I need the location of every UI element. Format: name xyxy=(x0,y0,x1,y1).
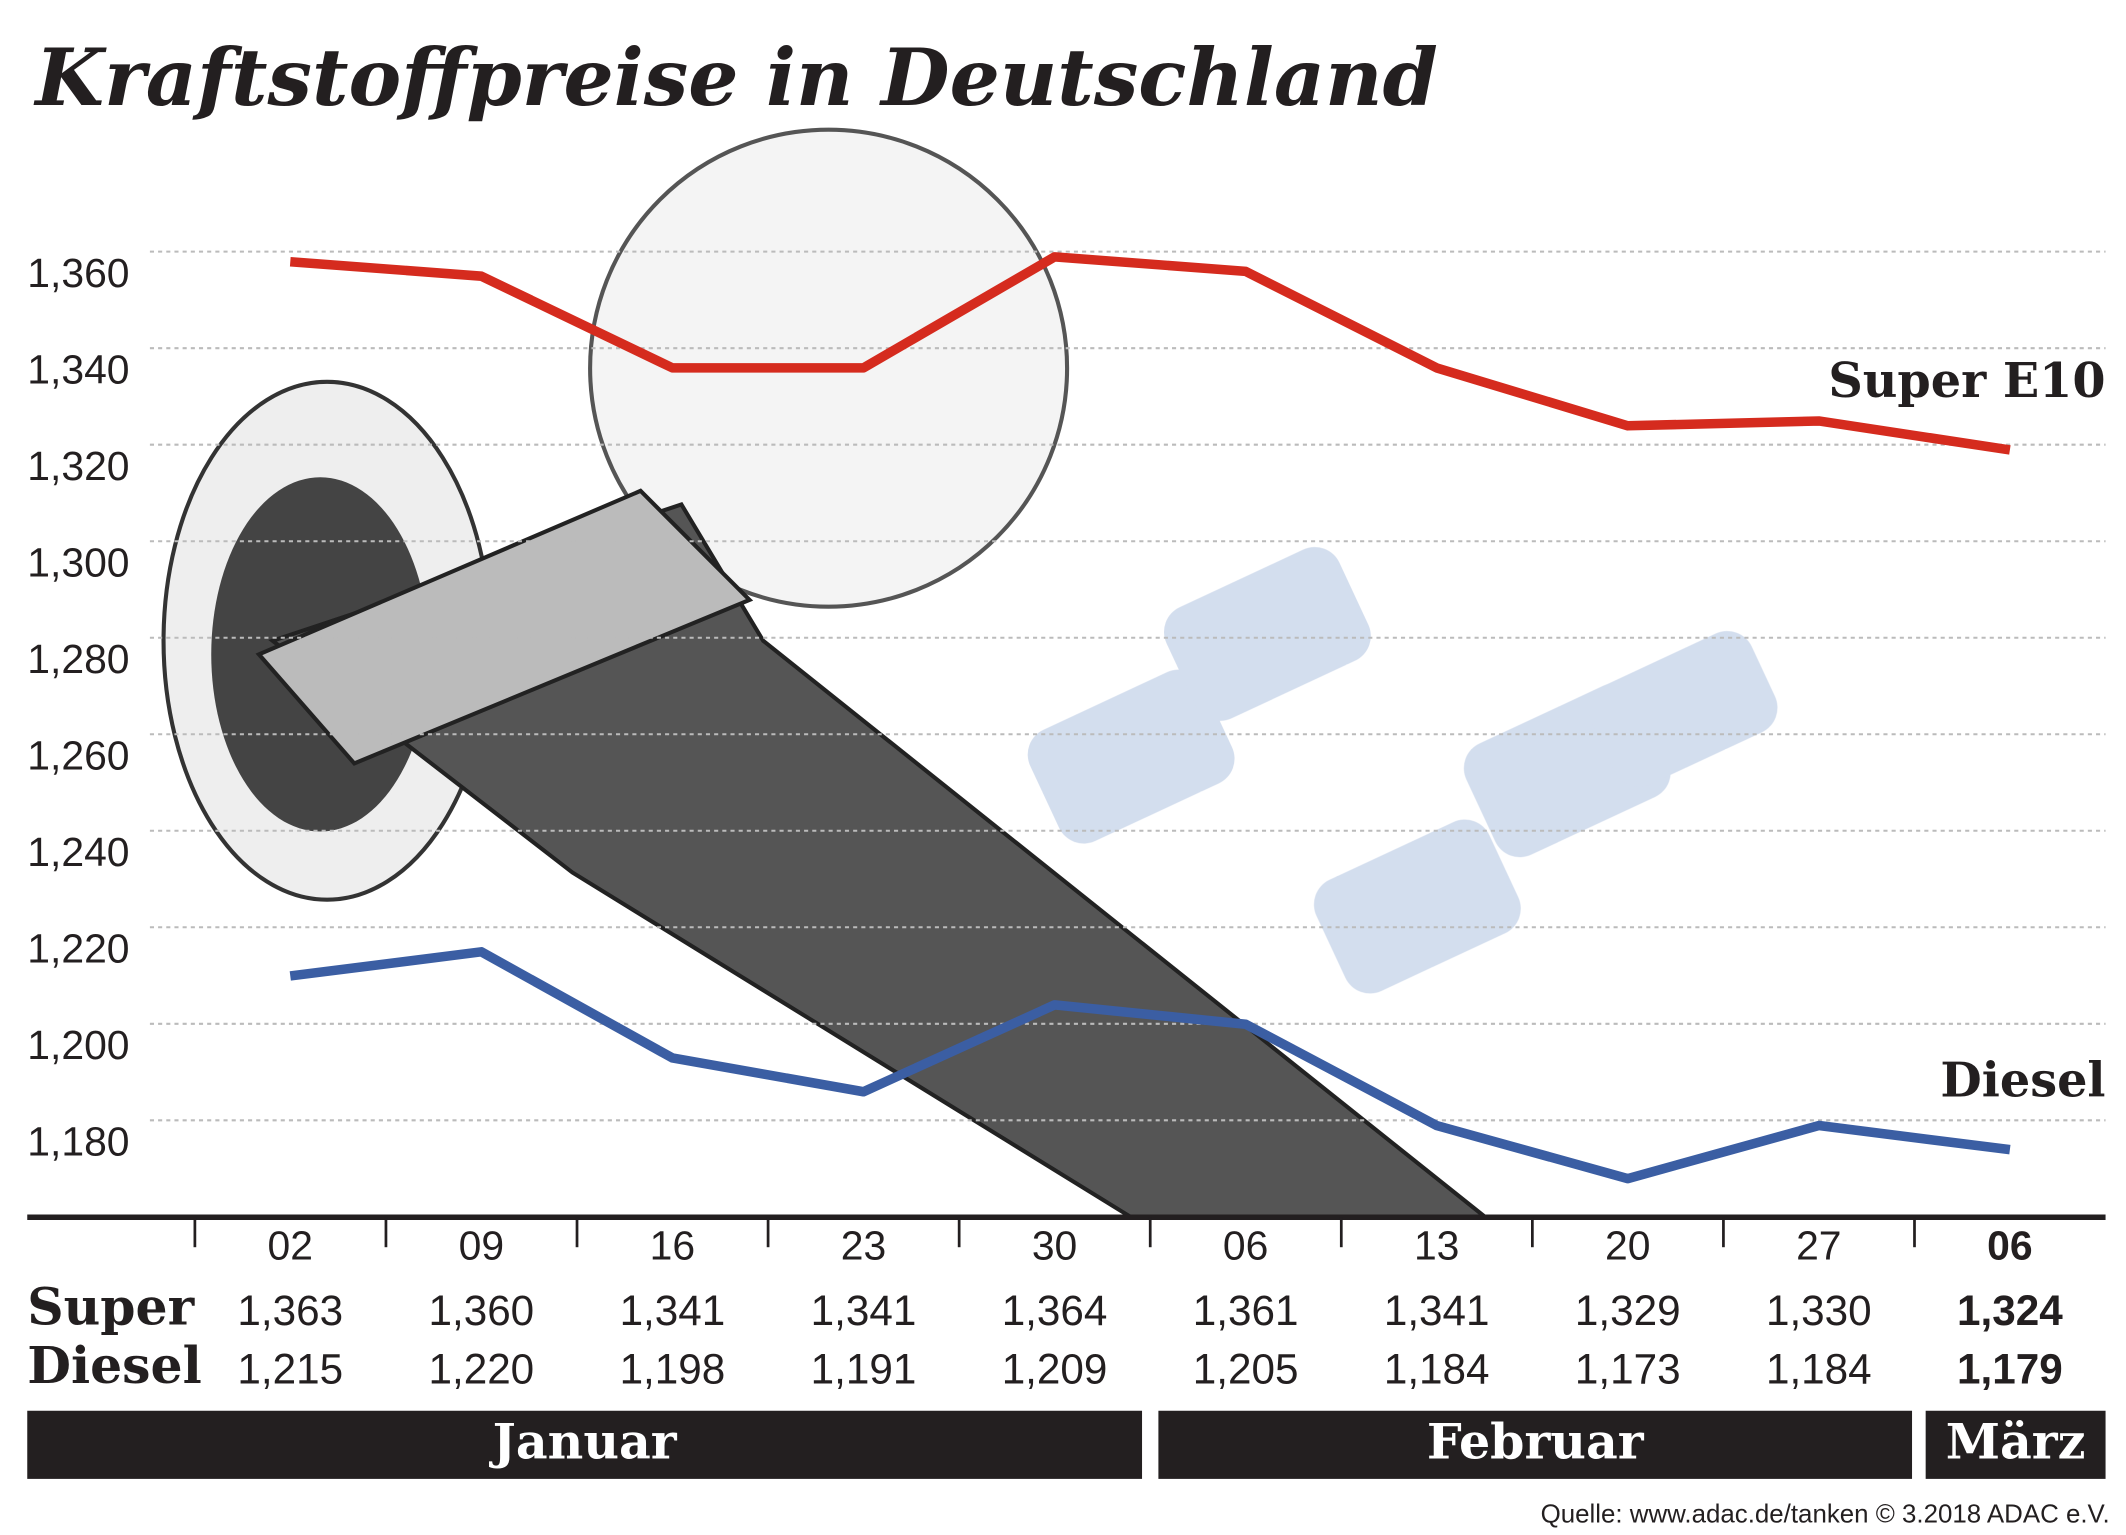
x-tick-label: 02 xyxy=(268,1222,313,1268)
y-tick-label: 1,220 xyxy=(27,926,129,972)
x-tick-label: 30 xyxy=(1032,1222,1077,1268)
y-tick-label: 1,320 xyxy=(27,443,129,489)
line xyxy=(289,947,2011,1184)
value-label: 1,364 xyxy=(1002,1287,1108,1334)
row-label: Diesel xyxy=(27,1336,202,1395)
y-tick-label: 1,300 xyxy=(27,540,129,586)
value-label: 1,215 xyxy=(237,1346,343,1393)
month-bar xyxy=(1158,1410,1913,1479)
source: Quelle: www.adac.de/tanken © 3.2018 ADAC… xyxy=(1541,1501,2110,1529)
series-label: Super E10 xyxy=(1828,353,2105,409)
value-label: 1,173 xyxy=(1575,1346,1681,1393)
month-bar xyxy=(27,1410,1143,1479)
month-label: März xyxy=(1946,1413,2086,1471)
illustration xyxy=(161,127,1778,1220)
value-label: 1,329 xyxy=(1575,1287,1681,1334)
value-label: 1,179 xyxy=(1957,1346,2063,1393)
y-tick-label: 1,180 xyxy=(27,1119,129,1165)
month-label: Februar xyxy=(1427,1413,1645,1471)
value-label: 1,360 xyxy=(428,1287,534,1334)
x-tick-label: 27 xyxy=(1796,1222,1841,1268)
y-tick-label: 1,240 xyxy=(27,829,129,875)
x-tick-label: 20 xyxy=(1605,1222,1650,1268)
x-tick-label: 16 xyxy=(650,1222,695,1268)
x-tick-label: 06 xyxy=(1987,1222,2032,1268)
month-bar xyxy=(1925,1410,2106,1479)
value-label: 1,205 xyxy=(1193,1346,1299,1393)
y-tick-label: 1,340 xyxy=(27,347,129,393)
value-label: 1,363 xyxy=(237,1287,343,1334)
y-tick-label: 1,260 xyxy=(27,733,129,779)
value-label: 1,220 xyxy=(428,1346,534,1393)
x-tick-label: 13 xyxy=(1414,1222,1459,1268)
value-label: 1,198 xyxy=(620,1346,726,1393)
x-tick-label: 06 xyxy=(1223,1222,1268,1268)
month-label: Januar xyxy=(489,1413,678,1471)
series-label: Diesel xyxy=(1940,1053,2105,1109)
value-label: 1,341 xyxy=(811,1287,917,1334)
x-tick-label: 23 xyxy=(841,1222,886,1268)
value-label: 1,324 xyxy=(1957,1287,2063,1334)
value-label: 1,184 xyxy=(1384,1346,1490,1393)
value-label: 1,341 xyxy=(1384,1287,1490,1334)
chart-title: Kraftstoffpreise in Deutschland xyxy=(33,31,1437,124)
y-tick-label: 1,280 xyxy=(27,636,129,682)
value-label: 1,330 xyxy=(1766,1287,1872,1334)
y-tick-label: 1,200 xyxy=(27,1022,129,1068)
value-label: 1,191 xyxy=(811,1346,917,1393)
row-label: Super xyxy=(27,1277,195,1336)
line xyxy=(289,252,2011,455)
x-tick-label: 09 xyxy=(459,1222,504,1268)
value-label: 1,209 xyxy=(1002,1346,1108,1393)
value-label: 1,341 xyxy=(620,1287,726,1334)
y-tick-label: 1,360 xyxy=(27,250,129,296)
value-label: 1,184 xyxy=(1766,1346,1872,1393)
value-label: 1,361 xyxy=(1193,1287,1299,1334)
